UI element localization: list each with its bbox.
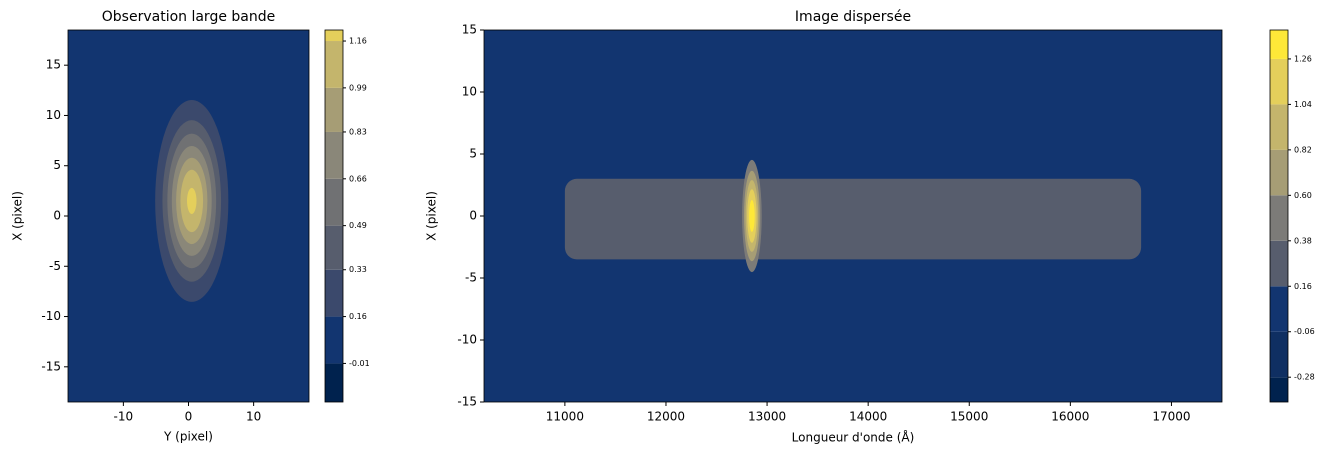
y-axis-label: X (pixel) bbox=[425, 191, 439, 241]
colorbar-tick-label: 0.66 bbox=[349, 174, 367, 183]
plot-area bbox=[484, 30, 1222, 402]
y-tick-label: 15 bbox=[46, 58, 61, 72]
y-tick-label: 15 bbox=[462, 23, 477, 37]
colorbar-tick-label: 0.99 bbox=[349, 83, 367, 92]
x-tick-label: 11000 bbox=[546, 410, 584, 424]
colorbar-band bbox=[1270, 195, 1288, 241]
colorbar-tick-label: 0.38 bbox=[1294, 236, 1312, 245]
y-tick-label: 0 bbox=[469, 209, 477, 223]
colorbar-band bbox=[1270, 240, 1288, 287]
y-tick-label: 5 bbox=[469, 147, 477, 161]
colorbar-band bbox=[1270, 58, 1288, 105]
colorbar-tick-label: 0.33 bbox=[349, 265, 367, 274]
colorbar-band bbox=[325, 87, 343, 132]
y-tick-label: -5 bbox=[465, 271, 477, 285]
colorbar-tick-label: -0.28 bbox=[1294, 373, 1315, 382]
colorbar-tick-label: 0.60 bbox=[1294, 191, 1312, 200]
x-tick-label: 14000 bbox=[849, 410, 887, 424]
contour-level bbox=[749, 200, 755, 232]
x-tick-label: 10 bbox=[246, 410, 261, 424]
colorbar-tick-label: -0.06 bbox=[1294, 327, 1315, 336]
colorbar-band bbox=[325, 131, 343, 179]
colorbar-tick-label: 0.83 bbox=[349, 127, 367, 136]
colorbar-tick-label: 1.26 bbox=[1294, 54, 1312, 63]
colorbar-band bbox=[325, 363, 343, 402]
contour-level bbox=[187, 187, 197, 215]
y-tick-label: -10 bbox=[457, 333, 477, 347]
colorbar-band bbox=[1270, 331, 1288, 378]
chart-title: Image dispersée bbox=[795, 9, 911, 25]
x-tick-label: 16000 bbox=[1051, 410, 1089, 424]
x-axis-label: Longueur d'onde (Å) bbox=[792, 430, 915, 445]
colorbar-frame bbox=[324, 29, 344, 403]
colorbar-band bbox=[1270, 104, 1288, 150]
y-tick-label: -15 bbox=[41, 359, 61, 373]
y-tick-label: 5 bbox=[53, 158, 61, 172]
spectrum-band bbox=[564, 178, 1142, 260]
colorbar-tick-label: 0.16 bbox=[349, 312, 367, 321]
x-axis-label: Y (pixel) bbox=[163, 430, 213, 444]
y-tick-label: 10 bbox=[462, 85, 477, 99]
colorbar-band bbox=[1270, 30, 1288, 59]
x-tick-label: 13000 bbox=[748, 410, 786, 424]
colorbar-band bbox=[325, 225, 343, 270]
x-tick-label: 0 bbox=[185, 410, 193, 424]
x-tick-label: 12000 bbox=[647, 410, 685, 424]
x-tick-label: -10 bbox=[114, 410, 134, 424]
x-tick-label: 15000 bbox=[950, 410, 988, 424]
y-tick-label: 10 bbox=[46, 108, 61, 122]
y-axis-label: X (pixel) bbox=[11, 191, 25, 241]
colorbar-frame bbox=[1269, 29, 1289, 403]
colorbar-tick-label: 0.49 bbox=[349, 221, 367, 230]
colorbar-band bbox=[1270, 149, 1288, 196]
colorbar-band bbox=[325, 316, 343, 364]
colorbar-band bbox=[325, 30, 343, 42]
colorbar-band bbox=[325, 269, 343, 317]
colorbar-tick-label: 1.16 bbox=[349, 37, 367, 46]
y-tick-label: -15 bbox=[457, 395, 477, 409]
colorbar-tick-label: -0.01 bbox=[349, 359, 370, 368]
colorbar-tick-label: 1.04 bbox=[1294, 100, 1312, 109]
colorbar-tick-label: 0.82 bbox=[1294, 145, 1312, 154]
plot-area bbox=[68, 30, 309, 402]
colorbar-band bbox=[325, 41, 343, 88]
y-tick-label: -5 bbox=[49, 259, 61, 273]
y-tick-label: -10 bbox=[41, 309, 61, 323]
colorbar-band bbox=[1270, 286, 1288, 332]
chart-title: Observation large bande bbox=[102, 9, 275, 25]
y-tick-label: 0 bbox=[53, 209, 61, 223]
colorbar-tick-label: 0.16 bbox=[1294, 282, 1312, 291]
colorbar-band bbox=[1270, 377, 1288, 402]
x-tick-label: 17000 bbox=[1152, 410, 1190, 424]
colorbar-band bbox=[325, 178, 343, 226]
